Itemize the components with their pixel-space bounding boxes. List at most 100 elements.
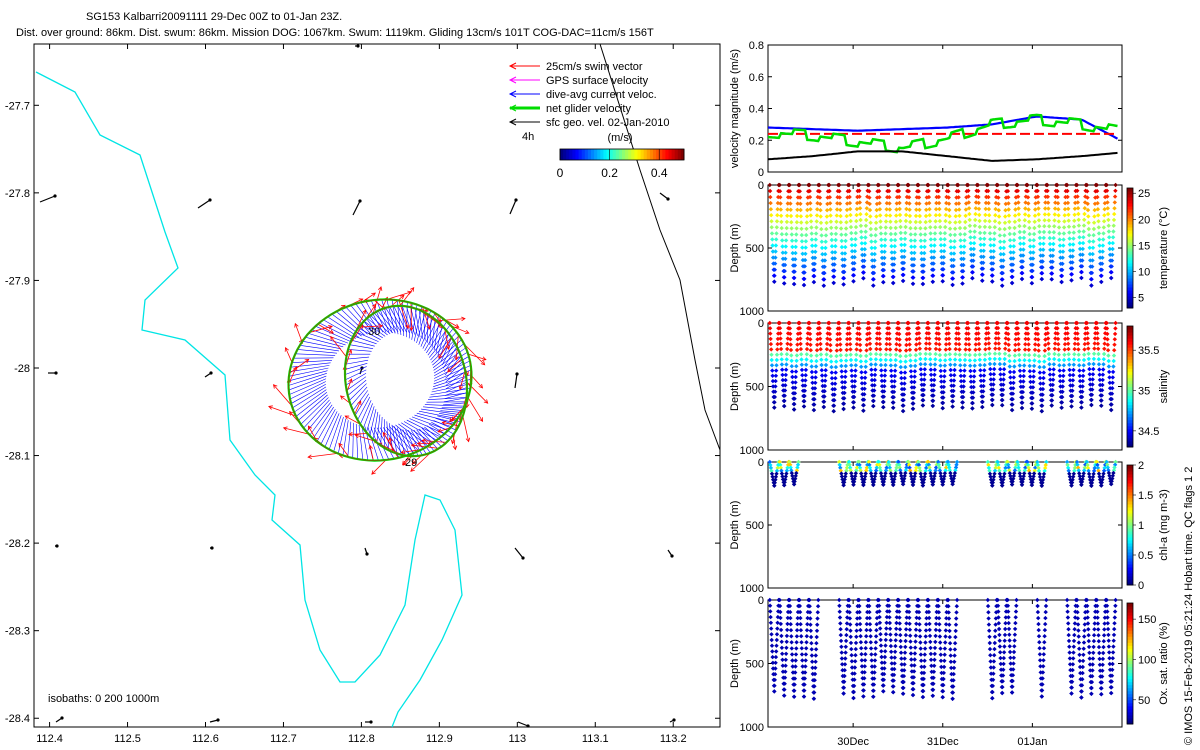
profile-point bbox=[799, 232, 804, 238]
profile-point bbox=[872, 264, 877, 269]
profile-point bbox=[947, 214, 952, 219]
dive-avg-current-vector bbox=[347, 421, 352, 457]
profile-point bbox=[990, 480, 995, 485]
profile-point bbox=[1010, 274, 1015, 280]
profile-point bbox=[1044, 597, 1049, 603]
dive-avg-current-vector bbox=[369, 409, 377, 437]
dive-avg-current-vector bbox=[424, 404, 465, 407]
profile-point bbox=[1002, 471, 1007, 477]
profile-point bbox=[1064, 459, 1070, 465]
profile-point bbox=[794, 358, 799, 364]
profile-point bbox=[906, 182, 911, 188]
profile-point bbox=[834, 359, 839, 364]
profile-point bbox=[778, 207, 783, 212]
profile-point bbox=[832, 392, 837, 397]
dive-avg-current-vector bbox=[291, 360, 332, 363]
velocity-series-line bbox=[767, 150, 1118, 162]
profile-point bbox=[954, 336, 959, 341]
profile-point bbox=[868, 226, 873, 232]
profile-point bbox=[1092, 214, 1097, 219]
profile-point bbox=[995, 603, 1001, 608]
profile-point bbox=[901, 685, 906, 691]
profile-point bbox=[1112, 615, 1117, 620]
profile-point bbox=[965, 320, 971, 326]
profile-point bbox=[858, 627, 863, 633]
profile-point bbox=[988, 477, 994, 482]
swim-vector bbox=[309, 325, 333, 333]
profile-point bbox=[922, 664, 927, 669]
profile-point bbox=[837, 326, 842, 331]
profile-point bbox=[920, 281, 926, 287]
profile-point bbox=[997, 468, 1002, 474]
profile-point bbox=[770, 384, 776, 389]
swim-vector bbox=[462, 415, 471, 443]
profile-point bbox=[1043, 603, 1049, 609]
profile-point bbox=[1016, 200, 1021, 205]
profile-point bbox=[918, 646, 923, 651]
colorbar-tick-label: 34.5 bbox=[1138, 426, 1159, 438]
profile-point bbox=[926, 609, 932, 615]
profile-point bbox=[1080, 476, 1085, 482]
profile-point bbox=[851, 689, 856, 695]
profile-point bbox=[775, 207, 780, 212]
profile-point bbox=[922, 244, 927, 250]
profile-point bbox=[1006, 615, 1011, 620]
profile-point bbox=[873, 652, 878, 657]
profile-point bbox=[793, 670, 798, 675]
profile-point bbox=[1025, 331, 1031, 336]
profile-point bbox=[825, 195, 830, 200]
profile-point bbox=[1028, 474, 1033, 479]
profile-point bbox=[1067, 662, 1073, 667]
profile-point bbox=[1002, 638, 1007, 643]
profile-point bbox=[1048, 253, 1053, 258]
profile-point bbox=[879, 476, 885, 482]
profile-point bbox=[1045, 200, 1051, 205]
profile-point bbox=[903, 353, 909, 359]
profile-point bbox=[1041, 247, 1046, 252]
profile-point bbox=[881, 482, 886, 487]
profile-point bbox=[1097, 668, 1103, 673]
profile-point bbox=[1021, 373, 1026, 379]
profile-point bbox=[862, 477, 867, 482]
y-tick-label: 0.8 bbox=[749, 40, 764, 52]
panel-frame bbox=[767, 44, 1123, 173]
profile-point bbox=[1078, 670, 1083, 676]
y-tick-label: 0 bbox=[758, 318, 764, 330]
profile-point bbox=[818, 220, 824, 225]
profile-point bbox=[927, 615, 932, 621]
profile-point bbox=[943, 212, 948, 218]
profile-point bbox=[778, 336, 783, 341]
profile-point bbox=[1011, 386, 1016, 391]
profile-point bbox=[1012, 348, 1018, 353]
profile-point bbox=[1025, 188, 1030, 194]
profile-point bbox=[1075, 616, 1080, 621]
profile-point bbox=[937, 342, 942, 347]
profile-point bbox=[930, 273, 936, 278]
profile-point bbox=[778, 331, 783, 336]
swim-vector bbox=[444, 328, 451, 350]
profile-point bbox=[881, 689, 886, 694]
profile-point bbox=[883, 237, 888, 242]
profile-point bbox=[842, 477, 847, 482]
profile-point bbox=[832, 268, 837, 273]
dive-avg-current-vector bbox=[348, 349, 372, 352]
profile-point bbox=[980, 394, 986, 399]
profile-point bbox=[1074, 597, 1080, 603]
profile-point bbox=[1076, 352, 1081, 357]
profile-point bbox=[962, 368, 967, 373]
profile-point bbox=[793, 369, 799, 374]
profile-point bbox=[814, 353, 819, 358]
profile-point bbox=[774, 643, 779, 648]
profile-point bbox=[1110, 473, 1115, 479]
profile-point bbox=[901, 260, 907, 266]
swim-vector bbox=[272, 384, 293, 407]
profile-point bbox=[839, 374, 845, 380]
surface-velocity-arrow bbox=[514, 547, 525, 560]
profile-point bbox=[810, 249, 815, 254]
profile-point bbox=[772, 689, 777, 694]
profile-point bbox=[1026, 201, 1031, 206]
profile-point bbox=[1112, 206, 1117, 211]
profile-point bbox=[867, 207, 873, 213]
profile-point bbox=[923, 351, 928, 357]
profile-point bbox=[773, 477, 778, 482]
